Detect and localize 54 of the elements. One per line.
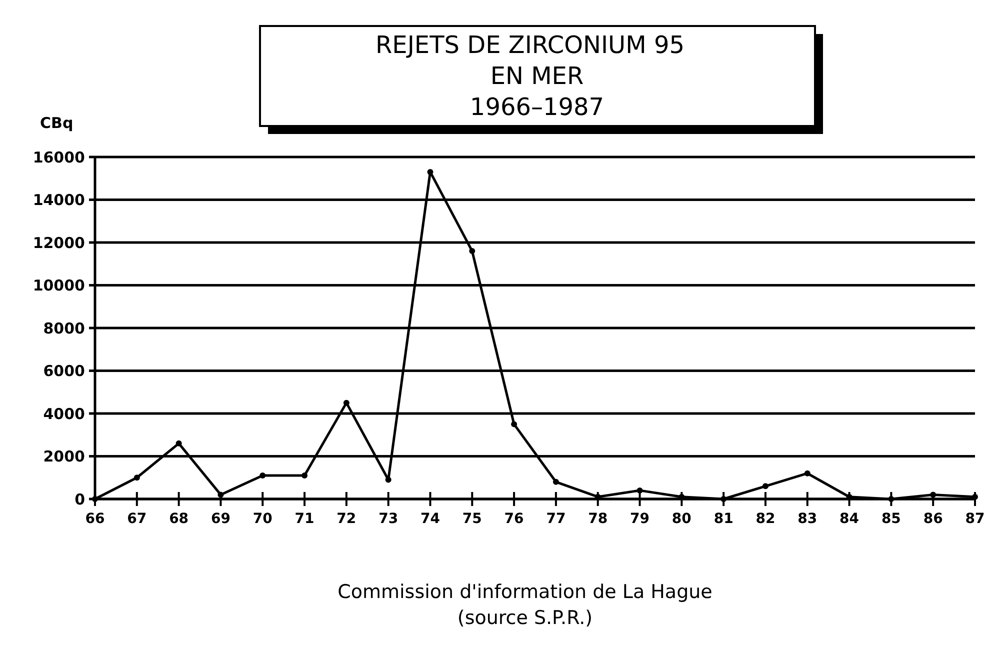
y-axis-title: CBq (40, 114, 74, 132)
point (260, 472, 266, 478)
y-tick-label: 12000 (32, 234, 85, 252)
point (134, 474, 140, 481)
x-tick-label: 77 (546, 511, 566, 527)
x-tick-label: 78 (588, 511, 608, 527)
x-tick-label: 75 (462, 511, 482, 527)
x-tick-label: 85 (881, 511, 901, 527)
x-tick-label: 68 (169, 511, 189, 527)
x-tick-label: 66 (85, 511, 105, 527)
point (762, 483, 768, 490)
point (552, 478, 559, 485)
point (385, 476, 392, 483)
point (720, 496, 727, 502)
y-tick-label: 4000 (43, 404, 85, 423)
point (92, 496, 98, 502)
y-tick-label: 14000 (32, 191, 85, 209)
point (469, 248, 476, 254)
x-tick-label: 73 (378, 511, 398, 527)
x-tick-label: 70 (252, 511, 273, 527)
x-tick-label: 84 (840, 511, 860, 527)
y-tick-label: 8000 (43, 319, 85, 338)
text: (source S.P.R.) (457, 607, 593, 629)
point (511, 421, 518, 428)
y-tick-label: 6000 (43, 362, 85, 380)
point (218, 492, 224, 498)
text: Commission d'information de La Hague (338, 581, 712, 603)
point (972, 494, 978, 500)
x-tick-label: 67 (127, 511, 147, 527)
x-tick-label: 86 (923, 511, 943, 527)
point (804, 470, 810, 476)
x-tick-label: 71 (294, 511, 314, 527)
x-tick-label: 87 (965, 511, 985, 527)
point (343, 400, 350, 406)
x-tick-label: 80 (672, 511, 692, 527)
y-tick-label: 2000 (43, 448, 85, 466)
point (636, 487, 643, 494)
point (930, 492, 936, 498)
point (176, 440, 182, 446)
y-tick-label: 0 (74, 490, 85, 508)
x-tick-label: 74 (420, 511, 440, 527)
y-tick-label: 16000 (32, 148, 85, 166)
y-tick-label: 10000 (32, 276, 85, 294)
point (427, 168, 434, 175)
x-tick-label: 83 (798, 511, 818, 527)
x-tick-label: 81 (714, 511, 734, 527)
point (302, 472, 308, 478)
x-tick-label: 76 (504, 511, 524, 527)
chart-title: REJETS DE ZIRCONIUM 95 EN MER 1966–1987 (376, 31, 684, 121)
x-tick-label: 69 (210, 511, 230, 527)
x-tick-label: 79 (630, 511, 650, 527)
x-tick-label: 72 (336, 511, 356, 527)
point (888, 496, 894, 502)
x-tick-label: 82 (756, 511, 776, 527)
